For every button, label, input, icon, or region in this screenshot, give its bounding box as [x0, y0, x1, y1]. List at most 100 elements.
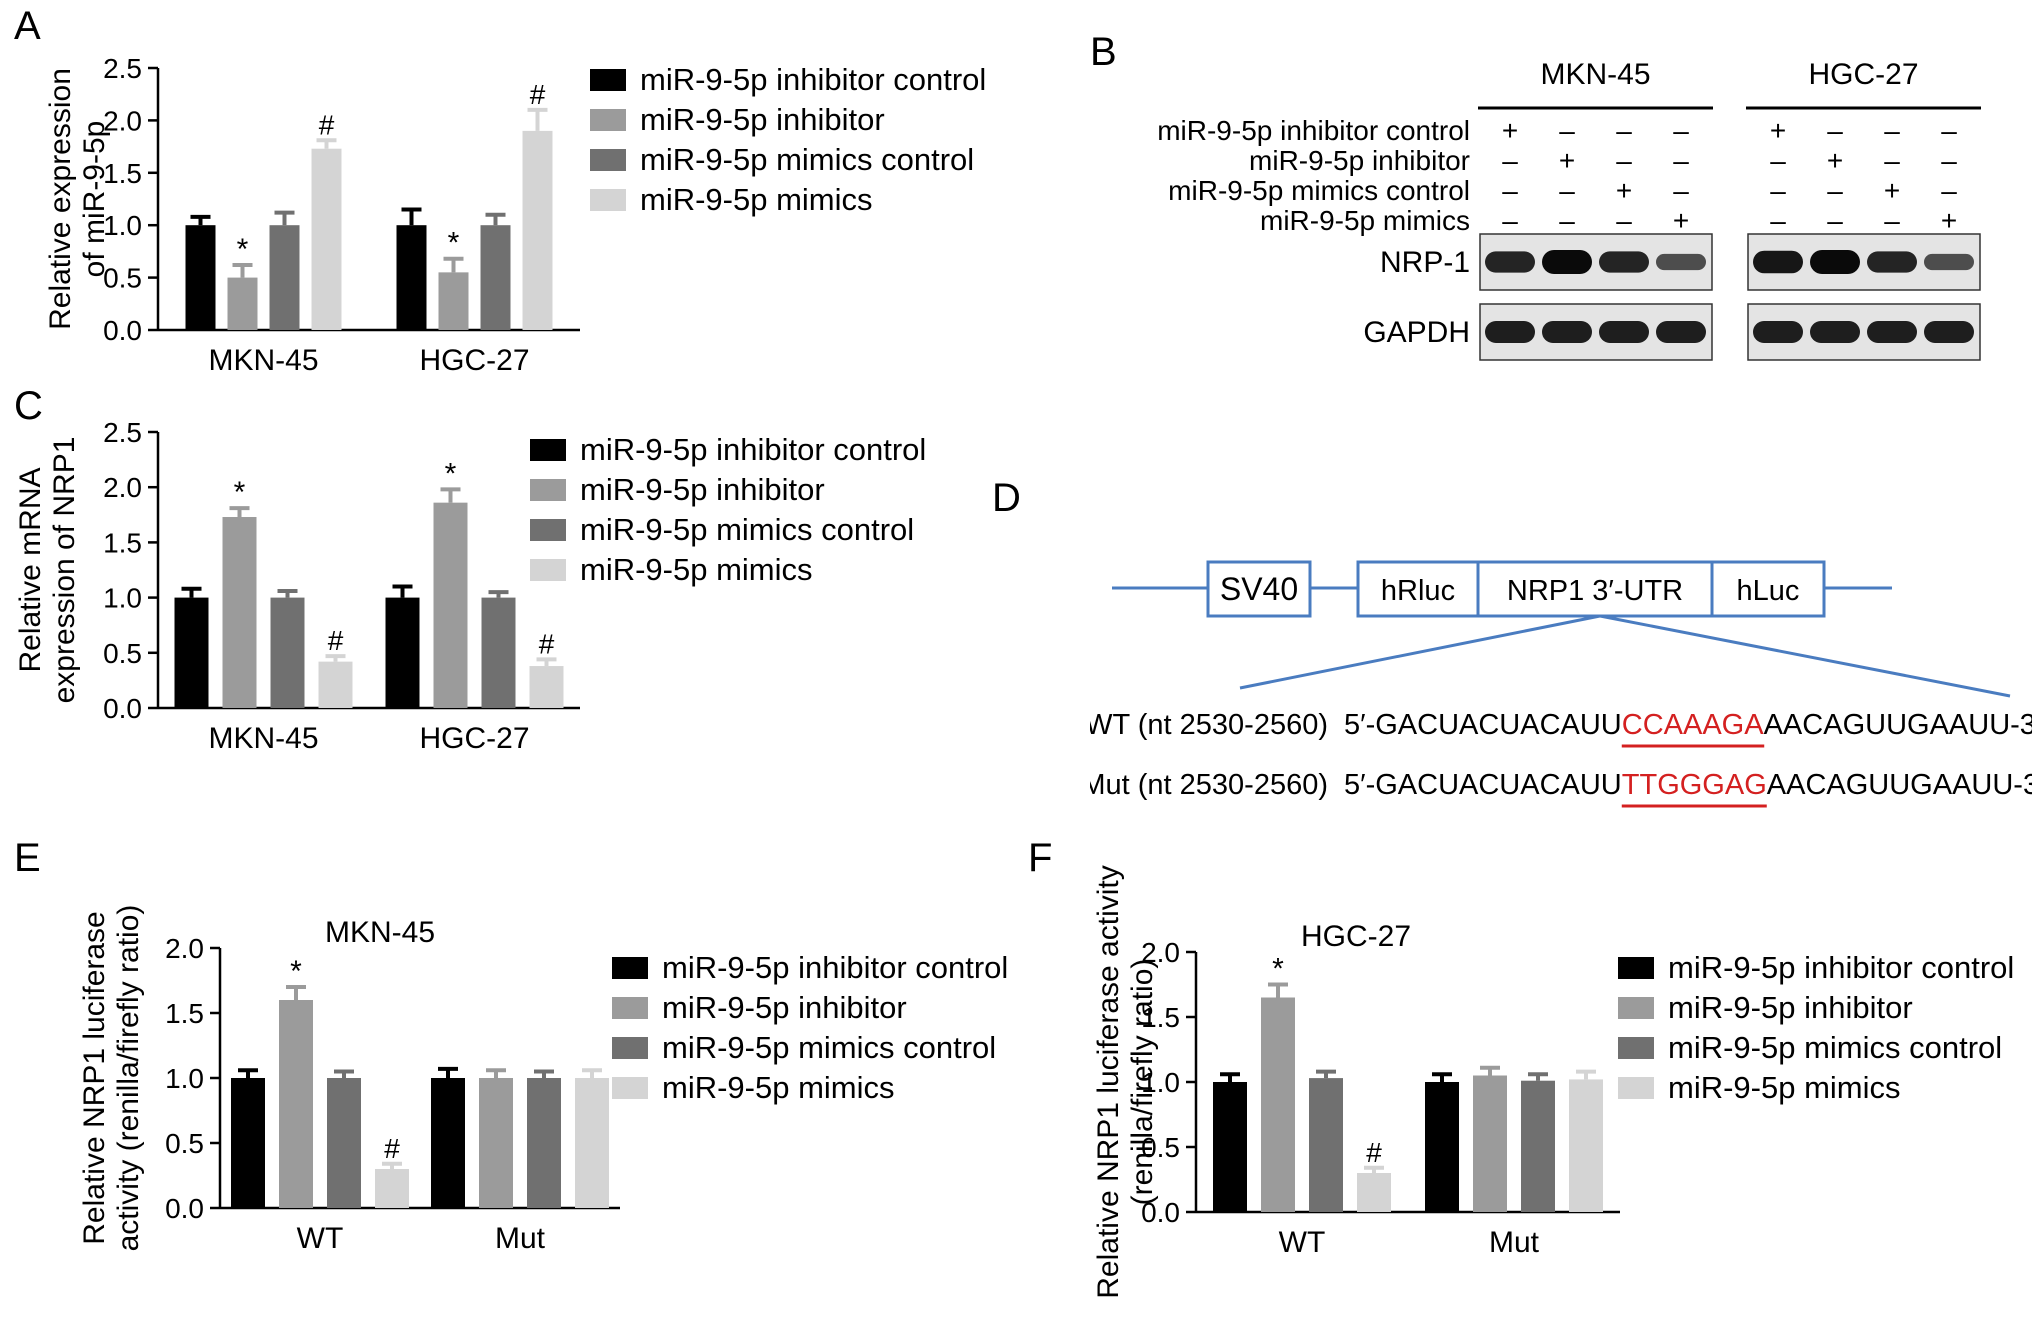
y-tick-label: 2.0 — [165, 933, 204, 964]
legend-label: miR-9-5p inhibitor — [580, 472, 825, 507]
bar — [375, 1169, 409, 1208]
y-tick-label: 2.0 — [103, 472, 142, 503]
blot-sign: – — [1502, 145, 1518, 176]
construct-box-label: hRluc — [1381, 575, 1455, 607]
sequence-label: Mut (nt 2530-2560) — [1090, 769, 1328, 801]
x-tick-label: Mut — [495, 1222, 546, 1255]
sequence-text: 5′-GACUACUACAUUCCAAAGAAACAGUUGAAUU-3′ — [1344, 709, 2032, 741]
y-axis-label: expression of NRP1 — [48, 437, 81, 704]
bar — [269, 225, 300, 330]
legend-label: miR-9-5p inhibitor control — [580, 432, 927, 467]
legend-item: miR-9-5p inhibitor — [530, 470, 926, 510]
blot-band — [1810, 250, 1860, 274]
y-tick-label: 1.5 — [165, 998, 204, 1029]
x-tick-label: MKN-45 — [208, 722, 318, 755]
legend-label: miR-9-5p inhibitor — [1668, 990, 1913, 1025]
y-tick-label: 1.0 — [165, 1063, 204, 1094]
y-tick-label: 1.5 — [1141, 1002, 1180, 1033]
blot-sign: + — [1770, 115, 1786, 146]
legend-swatch — [612, 1037, 648, 1059]
bar — [279, 1000, 313, 1208]
blot-row-label: miR-9-5p inhibitor control — [1157, 115, 1470, 146]
zoom-line-left — [1239, 614, 1601, 690]
y-tick-label: 0.0 — [165, 1193, 204, 1224]
panel-label-c: C — [14, 384, 43, 428]
chart-c-nrp1-mrna: 0.0 0.5 1.0 1.5 2.0 2.5 Relative mRNA expressio… — [14, 417, 580, 755]
blot-group-label: MKN-45 — [1540, 58, 1650, 91]
legend-label: miR-9-5p mimics — [1668, 1070, 1901, 1105]
legend-swatch — [612, 957, 648, 979]
legend-label: miR-9-5p mimics control — [1668, 1030, 2003, 1065]
construct-box-label: hLuc — [1737, 575, 1800, 607]
bar — [318, 661, 353, 708]
legend-swatch — [530, 559, 566, 581]
bar — [479, 1078, 513, 1208]
legend-label: miR-9-5p mimics — [640, 182, 873, 217]
blot-sign: – — [1884, 205, 1900, 236]
legend-item: miR-9-5p inhibitor control — [612, 948, 1008, 988]
x-tick-label: WT — [1279, 1226, 1326, 1259]
blot-sign: – — [1559, 175, 1575, 206]
legend-label: miR-9-5p inhibitor — [662, 990, 907, 1025]
legend-swatch — [612, 1077, 648, 1099]
legend-swatch — [590, 149, 626, 171]
legend-item: miR-9-5p inhibitor control — [1618, 948, 2014, 988]
blot-band — [1924, 321, 1974, 343]
construct-box-label: SV40 — [1220, 571, 1298, 607]
blot-band — [1753, 250, 1803, 274]
bar — [480, 225, 511, 330]
significance-mark: * — [1272, 953, 1284, 986]
y-tick-label: 1.5 — [103, 527, 142, 558]
blot-sign: – — [1941, 145, 1957, 176]
legend-swatch — [590, 189, 626, 211]
bar — [431, 1078, 465, 1208]
legend-swatch — [1618, 1037, 1654, 1059]
construct-box — [1356, 560, 1480, 618]
significance-mark: * — [237, 233, 249, 266]
legend-item: miR-9-5p inhibitor control — [590, 60, 986, 100]
legend-label: miR-9-5p inhibitor control — [662, 950, 1009, 985]
chart-f-luciferase-hgc27: 0.0 0.5 1.0 1.5 2.0 Relative NRP1 luciferase … — [1092, 865, 1620, 1299]
y-tick-label: 2.0 — [103, 105, 142, 136]
legend-item: miR-9-5p mimics control — [612, 1028, 1008, 1068]
seed-site: TTGGGAG — [1622, 769, 1767, 801]
bar — [174, 597, 209, 708]
bar — [185, 225, 216, 330]
blot-sign: + — [1502, 115, 1518, 146]
legend-label: miR-9-5p mimics control — [662, 1030, 997, 1065]
significance-mark: * — [290, 955, 302, 988]
blot-sign: – — [1502, 205, 1518, 236]
luciferase-construct-diagram: SV40 hRluc NRP1 3′-UTR hLuc WT (nt 2530-2560… — [1090, 560, 2032, 808]
significance-mark: * — [448, 227, 460, 260]
y-tick-label: 0.0 — [103, 693, 142, 724]
bar — [385, 597, 420, 708]
y-tick-label: 0.5 — [1141, 1132, 1180, 1163]
blot-sign: + — [1941, 205, 1957, 236]
blot-sign: – — [1941, 115, 1957, 146]
sequence-suffix: AACAGUUGAAUU-3′ — [1767, 769, 2032, 801]
y-axis-label: Relative NRP1 luciferase — [78, 911, 111, 1244]
chart-a-mir-expression: 0.0 0.5 1.0 1.5 2.0 2.5 Relative expression of … — [44, 53, 580, 377]
bar — [1473, 1075, 1507, 1212]
bar — [438, 272, 469, 330]
panel-label-f: F — [1028, 836, 1053, 880]
bar — [1213, 1082, 1247, 1212]
blot-sign: – — [1827, 205, 1843, 236]
significance-mark: # — [530, 79, 546, 110]
blot-sign: – — [1673, 115, 1689, 146]
blot-sign: – — [1884, 115, 1900, 146]
blot-band — [1867, 251, 1917, 273]
legend-swatch — [530, 479, 566, 501]
blot-band — [1656, 321, 1706, 343]
blot-group-label: HGC-27 — [1808, 58, 1918, 91]
legend-item: miR-9-5p mimics control — [1618, 1028, 2014, 1068]
legend-swatch — [1618, 1077, 1654, 1099]
legend-a: miR-9-5p inhibitor control miR-9-5p inhib… — [590, 60, 986, 220]
legend-item: miR-9-5p mimics control — [590, 140, 986, 180]
panel-label-d: D — [992, 476, 1021, 520]
significance-mark: * — [234, 476, 246, 509]
blot-sign: – — [1827, 115, 1843, 146]
y-tick-label: 2.5 — [103, 53, 142, 84]
blot-band — [1542, 321, 1592, 343]
